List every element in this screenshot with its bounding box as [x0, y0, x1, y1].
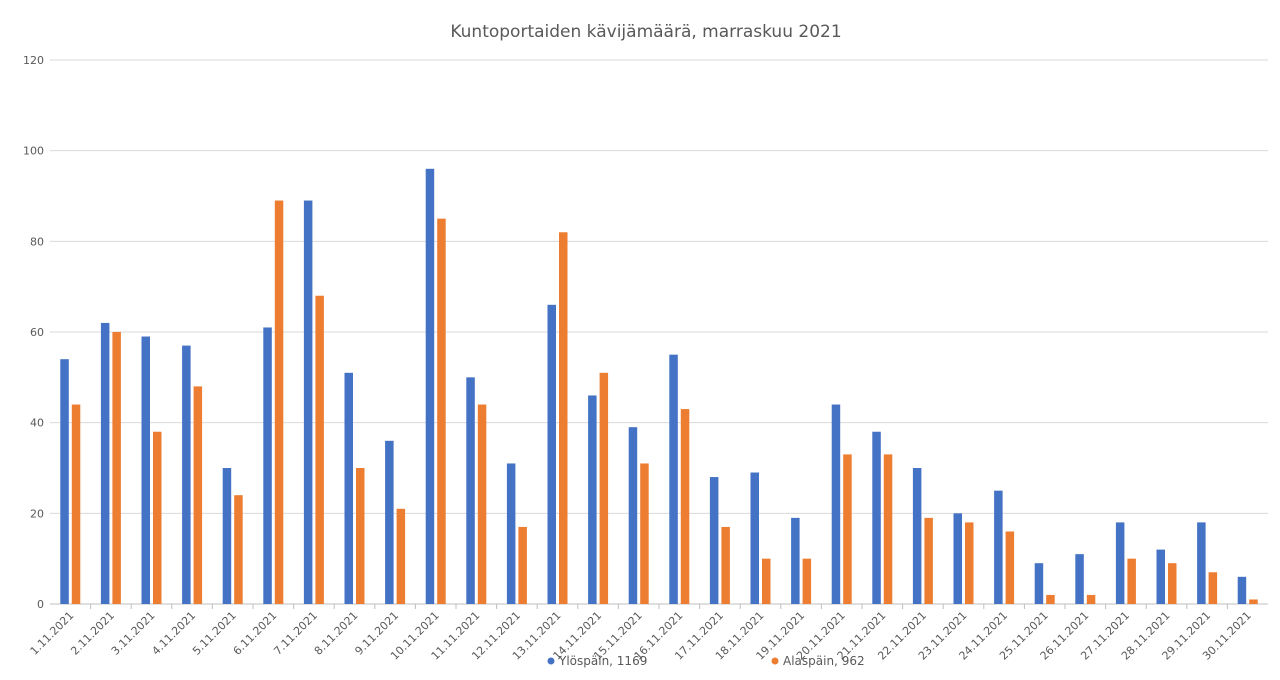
bar-alaspain — [640, 463, 649, 604]
y-tick-label: 120 — [23, 54, 44, 67]
bar-ylospain — [912, 468, 922, 604]
bar-ylospain — [344, 372, 353, 604]
bar-ylospain — [425, 168, 435, 605]
bar-ylospain — [100, 322, 110, 604]
bars — [60, 168, 1258, 605]
bar-alaspain — [599, 372, 609, 604]
bar-alaspain — [680, 409, 690, 604]
bar-alaspain — [1005, 531, 1015, 604]
bar-alaspain — [315, 295, 324, 604]
bar-ylospain — [60, 359, 69, 604]
bar-ylospain — [588, 395, 597, 604]
bar-ylospain — [669, 354, 678, 604]
bar-ylospain — [1237, 576, 1247, 604]
legend-marker — [771, 657, 779, 665]
bar-ylospain — [1115, 522, 1125, 604]
bar-alaspain — [1168, 563, 1177, 604]
chart-title: Kuntoportaiden kävijämäärä, marraskuu 20… — [450, 22, 841, 42]
bar-ylospain — [506, 463, 516, 604]
bar-alaspain — [1249, 599, 1258, 604]
bar-ylospain — [182, 345, 191, 604]
bar-alaspain — [762, 558, 771, 604]
bar-ylospain — [628, 427, 638, 604]
bar-alaspain — [437, 218, 446, 604]
bar-ylospain — [1075, 554, 1084, 604]
bar-ylospain — [791, 517, 800, 604]
bar-ylospain — [1034, 563, 1044, 604]
y-tick-label: 0 — [37, 598, 44, 611]
bar-alaspain — [883, 454, 893, 604]
bar-alaspain — [559, 232, 568, 604]
bar-alaspain — [71, 404, 81, 604]
bar-ylospain — [263, 327, 272, 604]
bar-alaspain — [356, 468, 365, 604]
bar-alaspain — [721, 526, 730, 604]
bar-ylospain — [1197, 522, 1206, 604]
bar-ylospain — [872, 431, 881, 604]
gridlines — [50, 59, 1268, 605]
y-tick-label: 40 — [30, 417, 44, 430]
bar-ylospain — [709, 477, 719, 604]
y-axis-ticks: 0 20 40 60 80 100 120 — [23, 54, 44, 611]
bar-ylospain — [750, 472, 759, 604]
bar-alaspain — [1127, 558, 1136, 604]
bar-ylospain — [141, 336, 150, 604]
y-tick-label: 80 — [30, 235, 44, 248]
legend-label: Ylöspäin, 1169 — [558, 654, 647, 668]
bar-alaspain — [274, 200, 284, 605]
bar-alaspain — [234, 495, 243, 604]
bar-alaspain — [396, 508, 406, 604]
bar-ylospain — [831, 404, 841, 604]
bar-alaspain — [193, 386, 203, 604]
legend: Ylöspäin, 1169 Alaspäin, 962 — [547, 654, 865, 668]
bar-ylospain — [994, 490, 1003, 604]
y-tick-label: 60 — [30, 326, 44, 339]
bar-ylospain — [953, 513, 962, 604]
bar-alaspain — [1086, 594, 1096, 604]
bar-alaspain — [802, 558, 812, 604]
legend-label: Alaspäin, 962 — [783, 654, 865, 668]
bar-ylospain — [303, 200, 313, 605]
bar-alaspain — [1208, 572, 1218, 604]
bar-ylospain — [385, 440, 394, 604]
bar-alaspain — [112, 332, 121, 604]
bar-ylospain — [222, 468, 232, 604]
legend-marker — [547, 657, 555, 665]
bar-ylospain — [547, 304, 556, 604]
bar-ylospain — [1156, 549, 1165, 604]
bar-alaspain — [477, 404, 487, 604]
bar-alaspain — [924, 517, 933, 604]
bar-alaspain — [965, 522, 974, 604]
y-tick-label: 20 — [30, 507, 44, 520]
bar-alaspain — [153, 431, 162, 604]
bar-alaspain — [843, 454, 852, 604]
bar-alaspain — [1046, 594, 1055, 604]
bar-alaspain — [518, 526, 527, 604]
y-tick-label: 100 — [23, 145, 44, 158]
bar-ylospain — [466, 377, 475, 604]
